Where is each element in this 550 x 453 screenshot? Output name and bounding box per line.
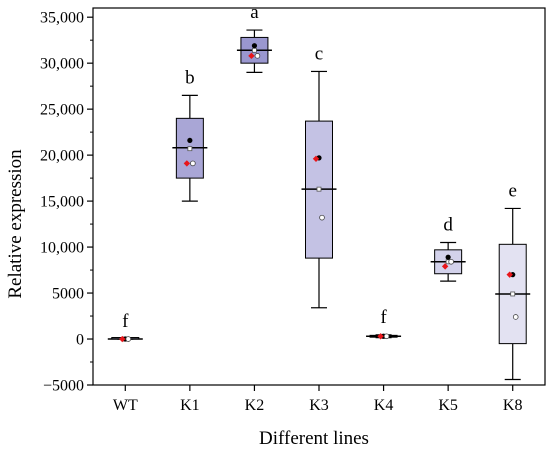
x-tick-label: K3 — [309, 397, 329, 414]
data-point-red — [119, 335, 126, 343]
data-point-red — [248, 52, 255, 60]
data-point-open — [383, 333, 390, 340]
y-tick-label: −5000 — [43, 378, 84, 395]
y-tick-label: 15,000 — [40, 194, 84, 211]
y-tick-label: 30,000 — [40, 56, 84, 73]
data-point-black — [187, 137, 193, 144]
y-tick-label: 20,000 — [40, 148, 84, 165]
significance-letter: d — [443, 214, 453, 235]
significance-letter: c — [315, 43, 323, 64]
y-tick-label: 5000 — [52, 286, 84, 303]
x-tick-label: WT — [113, 397, 138, 414]
x-axis-title: Different lines — [259, 428, 369, 449]
data-point-open — [190, 160, 196, 167]
y-tick-label: 10,000 — [40, 240, 84, 257]
mean-marker — [252, 47, 257, 53]
y-tick-label: 35,000 — [40, 10, 84, 27]
significance-letter: f — [380, 307, 387, 328]
data-point-open — [448, 258, 454, 265]
y-tick-label: 0 — [76, 332, 84, 349]
mean-marker — [187, 146, 193, 152]
x-tick-label: K5 — [438, 397, 458, 414]
significance-letter: a — [250, 2, 259, 23]
x-tick-label: K8 — [503, 397, 523, 414]
significance-letter: f — [122, 311, 129, 332]
data-point-black — [445, 254, 451, 260]
data-point-red — [441, 263, 449, 270]
y-tick-label: 25,000 — [40, 102, 84, 119]
data-point-red — [183, 160, 191, 167]
x-tick-label: K2 — [245, 397, 265, 414]
data-point-open — [125, 336, 132, 342]
plot-area: −5000 0 5000 10,000 15,000 20,000 25,000 30,000… — [40, 2, 546, 414]
significance-letter: e — [508, 180, 516, 201]
data-point-open — [512, 314, 519, 320]
x-tick-label: K1 — [180, 397, 200, 414]
data-point-red — [506, 271, 513, 278]
mean-marker — [510, 291, 516, 297]
data-point-red — [377, 333, 384, 340]
significance-letter: b — [185, 67, 195, 88]
mean-marker — [316, 186, 322, 192]
data-point-red — [312, 155, 320, 162]
data-point-open — [319, 214, 325, 221]
data-point-black — [251, 43, 258, 49]
data-point-open — [254, 53, 261, 59]
y-axis-title: Relative expression — [5, 149, 26, 299]
x-tick-label: K4 — [374, 397, 394, 414]
